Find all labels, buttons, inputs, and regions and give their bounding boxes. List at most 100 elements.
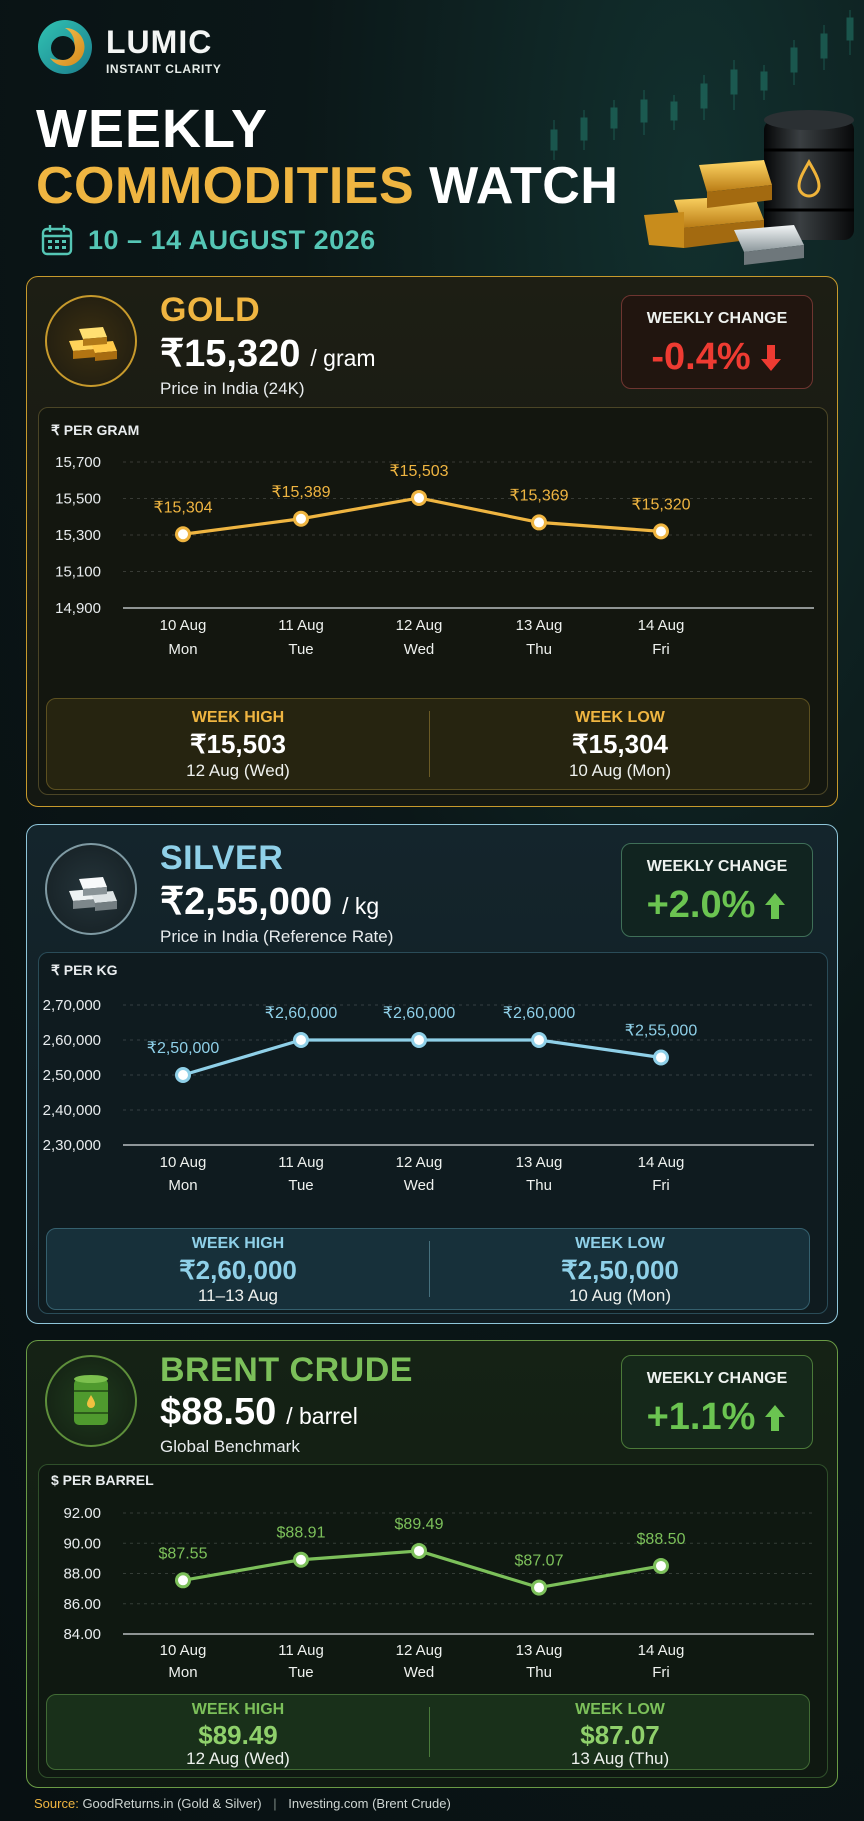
- gold-week-low: WEEK LOW ₹15,304 10 Aug (Mon): [429, 699, 811, 789]
- silver-weekly-change: WEEKLY CHANGE +2.0%: [621, 843, 813, 937]
- crude-price-chart: $ PER BARREL 92.00 90.00 88.00 86.00 84.00 $87…: [51, 1472, 814, 1681]
- date-range: 10 – 14 AUGUST 2026: [40, 222, 376, 258]
- x-tick-sublabel: Fri: [652, 1177, 670, 1194]
- arrow-up-icon: [765, 892, 786, 919]
- data-label: $87.55: [159, 1545, 208, 1562]
- y-tick-label: 2,60,000: [43, 1032, 101, 1049]
- week-high-date: 12 Aug (Wed): [186, 761, 290, 780]
- arrow-up-icon: [765, 1404, 786, 1431]
- source-crude: Investing.com (Brent Crude): [288, 1796, 451, 1811]
- week-high-value: $89.49: [198, 1720, 278, 1750]
- x-tick-label: 14 Aug: [638, 1642, 685, 1659]
- data-point: [175, 526, 191, 543]
- crude-change-value: +1.1%: [622, 1396, 812, 1439]
- silver-high-low: WEEK HIGH ₹2,60,000 11–13 Aug WEEK LOW ₹…: [46, 1228, 810, 1310]
- silver-price-chart: ₹ PER KG 2,70,000 2,60,000 2,50,000 2,40,000…: [43, 962, 814, 1194]
- data-point: [653, 523, 669, 540]
- gold-weekly-change: WEEKLY CHANGE -0.4%: [621, 295, 813, 389]
- data-point: [411, 489, 427, 506]
- week-low-label: WEEK LOW: [575, 1701, 665, 1718]
- data-label: ₹2,60,000: [383, 1005, 456, 1022]
- header: LUMIC INSTANT CLARITY WEEKLY COMMODITIES…: [0, 0, 864, 270]
- week-high-label: WEEK HIGH: [191, 1235, 285, 1252]
- x-tick-sublabel: Wed: [404, 1664, 435, 1681]
- y-tick-label: 2,50,000: [43, 1067, 101, 1084]
- data-label: $89.49: [395, 1516, 444, 1533]
- y-tick-label: 2,40,000: [43, 1102, 101, 1119]
- data-label: ₹2,50,000: [147, 1040, 220, 1057]
- gold-medal: [45, 295, 137, 387]
- data-label: ₹2,60,000: [503, 1005, 576, 1022]
- gold-unit: / gram: [310, 345, 376, 371]
- x-tick-sublabel: Tue: [288, 641, 313, 658]
- crude-subtitle: Global Benchmark: [160, 1437, 300, 1456]
- x-tick-label: 11 Aug: [278, 1642, 324, 1659]
- crude-change-text: +1.1%: [646, 1396, 756, 1438]
- crude-price: $88.50: [160, 1391, 277, 1433]
- data-point: [531, 1579, 547, 1596]
- silver-change-value: +2.0%: [622, 884, 812, 927]
- data-point: [293, 1551, 309, 1568]
- x-tick-sublabel: Fri: [652, 1664, 670, 1681]
- x-tick-sublabel: Mon: [168, 1177, 197, 1194]
- lumic-logo-icon: [38, 20, 92, 74]
- silver-price-row: ₹2,55,000 / kg: [160, 879, 379, 924]
- x-tick-label: 12 Aug: [396, 1642, 443, 1659]
- data-point: [653, 1557, 669, 1574]
- x-tick-label: 13 Aug: [516, 1642, 563, 1659]
- source-footer: Source: GoodReturns.in (Gold & Silver) |…: [34, 1796, 451, 1811]
- gold-week-high: WEEK HIGH ₹15,503 12 Aug (Wed): [47, 699, 429, 789]
- week-high-date: 11–13 Aug: [197, 1286, 279, 1305]
- gold-bars-icon: [644, 160, 772, 248]
- arrow-down-icon: [760, 344, 781, 371]
- weekly-change-label: WEEKLY CHANGE: [646, 310, 788, 327]
- gold-price-row: ₹15,320 / gram: [160, 331, 376, 376]
- week-low-date: 10 Aug (Mon): [568, 761, 672, 780]
- data-label: ₹15,389: [271, 484, 330, 501]
- crude-medal: [45, 1355, 137, 1447]
- week-low-label: WEEK LOW: [575, 1235, 665, 1252]
- data-label: $88.91: [277, 1525, 326, 1542]
- source-gold-silver: GoodReturns.in (Gold & Silver): [82, 1796, 262, 1811]
- week-high-date: 12 Aug (Wed): [186, 1749, 290, 1768]
- data-label: ₹2,55,000: [625, 1023, 698, 1040]
- silver-price: ₹2,55,000: [160, 881, 333, 923]
- weekly-change-label: WEEKLY CHANGE: [646, 1370, 788, 1387]
- data-label: ₹2,60,000: [265, 1005, 338, 1022]
- oil-barrel-icon: [74, 1375, 108, 1425]
- x-tick-sublabel: Mon: [168, 1664, 197, 1681]
- x-tick-label: 13 Aug: [516, 617, 563, 634]
- crude-unit: / barrel: [286, 1403, 358, 1429]
- data-point: [293, 1032, 309, 1048]
- y-tick-label: 15,300: [55, 527, 101, 544]
- x-tick-sublabel: Thu: [526, 1664, 552, 1681]
- x-tick-label: 11 Aug: [278, 1154, 324, 1171]
- x-tick-label: 14 Aug: [638, 1154, 685, 1171]
- x-tick-label: 10 Aug: [160, 1154, 207, 1171]
- gold-title: GOLD: [160, 291, 261, 329]
- source-separator: |: [273, 1796, 277, 1811]
- y-axis-label: ₹ PER GRAM: [51, 422, 139, 438]
- silver-chart-panel: ₹ PER KG 2,70,000 2,60,000 2,50,000 2,40,000…: [38, 952, 828, 1314]
- week-low-label: WEEK LOW: [575, 709, 665, 726]
- y-tick-label: 88.00: [63, 1566, 101, 1583]
- gold-change-text: -0.4%: [651, 336, 751, 378]
- data-point: [411, 1032, 427, 1048]
- y-tick-label: 15,700: [55, 454, 101, 471]
- silver-week-low: WEEK LOW ₹2,50,000 10 Aug (Mon): [429, 1229, 811, 1309]
- x-tick-sublabel: Wed: [404, 1177, 435, 1194]
- data-point: [175, 1572, 191, 1589]
- crude-card: BRENT CRUDE $88.50 / barrel Global Bench…: [26, 1340, 838, 1788]
- y-tick-label: 86.00: [63, 1596, 101, 1613]
- data-point: [411, 1542, 427, 1559]
- silver-title: SILVER: [160, 839, 284, 877]
- x-tick-label: 13 Aug: [516, 1154, 563, 1171]
- crude-price-row: $88.50 / barrel: [160, 1391, 358, 1434]
- divider: [429, 1241, 430, 1297]
- divider: [429, 711, 430, 777]
- divider: [429, 1707, 430, 1757]
- x-tick-sublabel: Fri: [652, 641, 670, 658]
- y-tick-label: 92.00: [63, 1505, 101, 1522]
- x-tick-label: 14 Aug: [638, 617, 685, 634]
- week-low-value: $87.07: [580, 1720, 660, 1750]
